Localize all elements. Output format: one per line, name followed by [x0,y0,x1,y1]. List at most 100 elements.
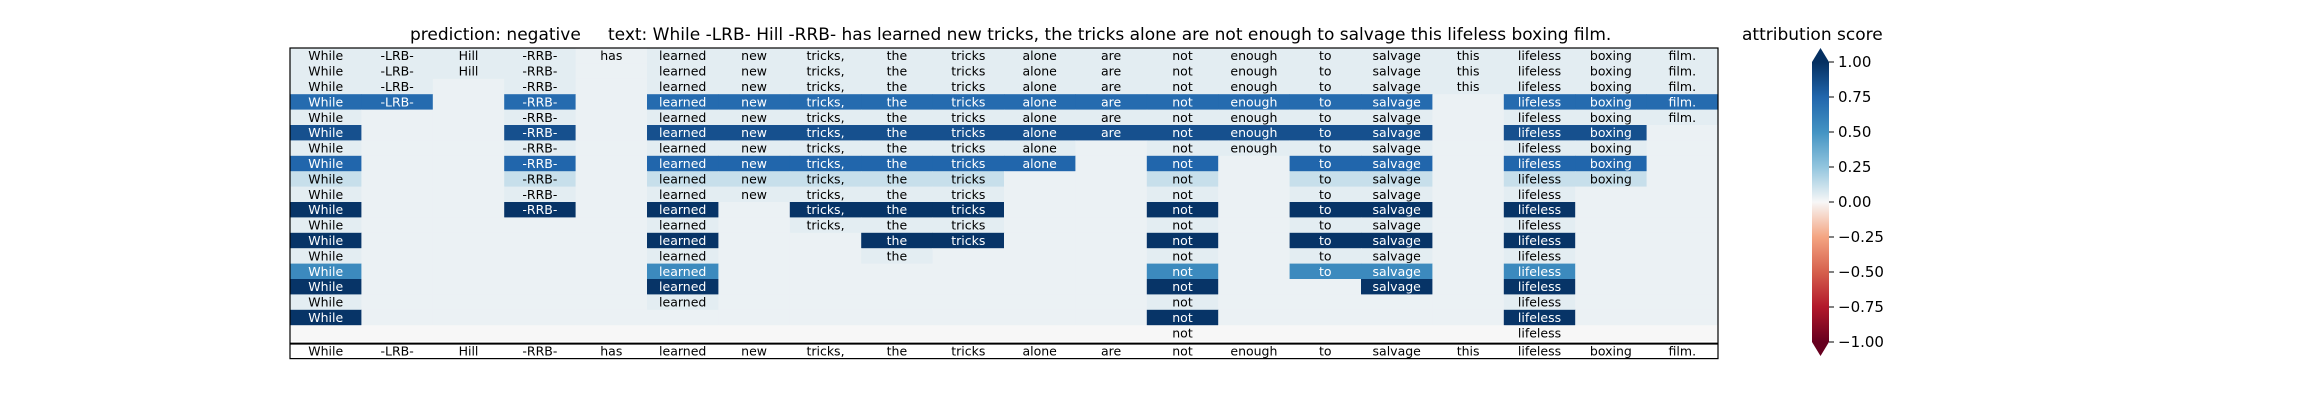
heatmap-cell [1503,155,1576,172]
heatmap-cell [1646,263,1719,280]
reference-token-label: -RRB- [522,344,557,359]
cell-token-label: lifeless [1518,295,1561,310]
heatmap-cell [361,232,434,249]
cell-token-label: salvage [1373,233,1422,248]
cell-token-label: film. [1669,64,1697,79]
heatmap-cell [361,125,434,141]
heatmap-cell [1146,78,1219,95]
heatmap-cell [1075,248,1148,264]
cell-token-label: to [1319,48,1332,63]
cell-token-label: salvage [1373,248,1422,263]
cell-token-label: lifeless [1518,310,1561,325]
heatmap-cell [1075,109,1148,126]
heatmap-cell [1004,171,1076,187]
heatmap-cell [932,94,1005,110]
cell-token-label: tricks [951,156,985,171]
cell-token-label: not [1172,94,1193,109]
cell-token-label: alone [1022,48,1057,63]
heatmap-cell [1361,294,1433,311]
heatmap-cell [504,263,576,280]
cell-token-label: not [1172,310,1193,325]
heatmap-cell [575,125,648,141]
heatmap-cell [1146,63,1219,80]
heatmap-cell [290,309,362,326]
cell-token-label: While [308,218,343,233]
cell-token-label: While [308,171,343,186]
heatmap-cell [1289,78,1362,95]
heatmap-cell [1646,78,1719,95]
heatmap-cell [1646,48,1719,64]
heatmap-cell [1575,78,1647,95]
cell-token-label: new [741,48,767,63]
heatmap-cell [1218,94,1290,110]
heatmap-cell [718,325,791,341]
heatmap-cell [1503,325,1576,341]
heatmap-cell [861,202,933,218]
cell-token-label: enough [1230,48,1277,63]
heatmap-cell [647,309,719,326]
cell-token-label: -LRB- [380,64,413,79]
heatmap-cell [575,263,648,280]
heatmap-cell [789,78,862,95]
heatmap-cell [575,171,648,187]
cell-token-label: film. [1669,79,1697,94]
cell-token-label: boxing [1590,141,1632,156]
cell-token-label: tricks, [806,156,844,171]
heatmap-cell [1432,155,1505,172]
heatmap-cell [1361,125,1433,141]
heatmap-cell [432,232,505,249]
heatmap-cell [1361,78,1433,95]
heatmap-cell [504,202,576,218]
cell-token-label: new [741,187,767,202]
cell-token-label: learned [659,187,706,202]
reference-token-label: lifeless [1518,344,1561,359]
heatmap-cell [361,217,434,234]
heatmap-cell [932,294,1005,311]
cell-token-label: the [887,64,908,79]
heatmap-cell [361,325,434,341]
heatmap-cell [861,325,933,341]
cell-token-label: learned [659,264,706,279]
heatmap-cell [1432,125,1505,141]
cell-token-label: learned [659,125,706,140]
cell-token-label: tricks [951,48,985,63]
heatmap-cell [1646,232,1719,249]
heatmap-cell [1503,140,1576,157]
cell-token-label: learned [659,79,706,94]
heatmap-cell [789,155,862,172]
cell-token-label: the [887,248,908,263]
cell-token-label: tricks [951,79,985,94]
cell-token-label: not [1172,264,1193,279]
cell-token-label: the [887,48,908,63]
heatmap-cell [361,202,434,218]
cell-token-label: lifeless [1518,156,1561,171]
heatmap-cell [932,309,1005,326]
heatmap-cell [932,155,1005,172]
heatmap-cell [1646,325,1719,341]
heatmap-cell [1646,309,1719,326]
heatmap-cell [361,263,434,280]
heatmap-cell [861,186,933,203]
heatmap-cell [1646,94,1719,110]
heatmap-cell [1146,202,1219,218]
cell-token-label: to [1319,156,1332,171]
cell-token-label: are [1101,64,1122,79]
heatmap-cell [432,202,505,218]
cell-token-label: tricks, [806,125,844,140]
heatmap-cell [432,171,505,187]
cell-token-label: salvage [1373,264,1422,279]
heatmap-cell [1004,232,1076,249]
heatmap-cell [1004,279,1076,295]
reference-token-label: alone [1022,344,1057,359]
heatmap-cell [1503,248,1576,264]
heatmap-cell [575,248,648,264]
cell-token-label: are [1101,48,1122,63]
heatmap-cell [1218,232,1290,249]
cell-token-label: the [887,94,908,109]
cell-token-label: enough [1230,64,1277,79]
heatmap-cell [647,171,719,187]
colorbar-tick-label: 0.00 [1838,193,1871,211]
cell-token-label: not [1172,48,1193,63]
heatmap-cell [1004,325,1076,341]
cell-token-label: tricks [951,64,985,79]
